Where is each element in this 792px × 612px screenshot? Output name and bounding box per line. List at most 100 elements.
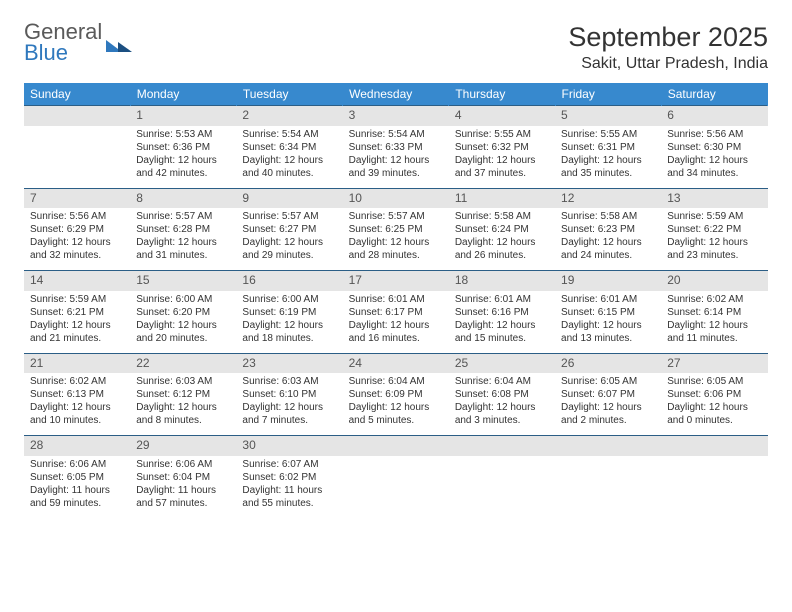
day-detail-cell: Sunrise: 5:58 AMSunset: 6:24 PMDaylight:… [449, 208, 555, 271]
day-number-cell: 4 [449, 106, 555, 126]
day-header: Thursday [449, 83, 555, 106]
day-number-cell: 28 [24, 436, 130, 456]
day-header: Friday [555, 83, 661, 106]
detail-row: Sunrise: 5:53 AMSunset: 6:36 PMDaylight:… [24, 126, 768, 189]
sunset-line: Sunset: 6:29 PM [30, 223, 124, 236]
sunrise-line: Sunrise: 5:58 AM [455, 210, 549, 223]
day-number-cell: 2 [236, 106, 342, 126]
sunrise-line: Sunrise: 5:57 AM [242, 210, 336, 223]
daylight-line: Daylight: 12 hours and 29 minutes. [242, 236, 336, 262]
daylight-line: Daylight: 12 hours and 23 minutes. [667, 236, 761, 262]
day-number-cell [449, 436, 555, 456]
daynum-row: 21222324252627 [24, 353, 768, 373]
day-detail-cell: Sunrise: 6:03 AMSunset: 6:10 PMDaylight:… [236, 373, 342, 436]
day-detail-cell: Sunrise: 5:58 AMSunset: 6:23 PMDaylight:… [555, 208, 661, 271]
day-detail-cell: Sunrise: 6:00 AMSunset: 6:19 PMDaylight:… [236, 291, 342, 354]
sunrise-line: Sunrise: 5:56 AM [30, 210, 124, 223]
daylight-line: Daylight: 11 hours and 57 minutes. [136, 484, 230, 510]
day-detail-cell: Sunrise: 6:03 AMSunset: 6:12 PMDaylight:… [130, 373, 236, 436]
sunrise-line: Sunrise: 6:05 AM [561, 375, 655, 388]
daylight-line: Daylight: 12 hours and 37 minutes. [455, 154, 549, 180]
daylight-line: Daylight: 12 hours and 13 minutes. [561, 319, 655, 345]
day-header: Tuesday [236, 83, 342, 106]
sunrise-line: Sunrise: 5:57 AM [136, 210, 230, 223]
daynum-row: 14151617181920 [24, 271, 768, 291]
day-detail-cell: Sunrise: 5:59 AMSunset: 6:21 PMDaylight:… [24, 291, 130, 354]
daylight-line: Daylight: 12 hours and 10 minutes. [30, 401, 124, 427]
daylight-line: Daylight: 12 hours and 11 minutes. [667, 319, 761, 345]
sunset-line: Sunset: 6:02 PM [242, 471, 336, 484]
daylight-line: Daylight: 12 hours and 20 minutes. [136, 319, 230, 345]
day-number-cell: 24 [343, 353, 449, 373]
header: General Blue September 2025 Sakit, Uttar… [24, 22, 768, 73]
daylight-line: Daylight: 12 hours and 35 minutes. [561, 154, 655, 180]
brand-triangle-icon [106, 34, 132, 52]
sunset-line: Sunset: 6:04 PM [136, 471, 230, 484]
day-number-cell: 25 [449, 353, 555, 373]
day-header: Sunday [24, 83, 130, 106]
sunset-line: Sunset: 6:34 PM [242, 141, 336, 154]
daynum-row: 282930 [24, 436, 768, 456]
sunrise-line: Sunrise: 5:53 AM [136, 128, 230, 141]
sunrise-line: Sunrise: 6:04 AM [349, 375, 443, 388]
day-detail-cell: Sunrise: 6:01 AMSunset: 6:15 PMDaylight:… [555, 291, 661, 354]
sunset-line: Sunset: 6:15 PM [561, 306, 655, 319]
brand-bottom: Blue [24, 43, 102, 64]
location: Sakit, Uttar Pradesh, India [568, 55, 768, 73]
sunset-line: Sunset: 6:36 PM [136, 141, 230, 154]
detail-row: Sunrise: 6:02 AMSunset: 6:13 PMDaylight:… [24, 373, 768, 436]
daynum-row: 78910111213 [24, 188, 768, 208]
day-detail-cell: Sunrise: 5:57 AMSunset: 6:25 PMDaylight:… [343, 208, 449, 271]
detail-row: Sunrise: 5:56 AMSunset: 6:29 PM Daylight:… [24, 208, 768, 271]
sunrise-line: Sunrise: 6:02 AM [667, 293, 761, 306]
day-number-cell: 17 [343, 271, 449, 291]
sunset-line: Sunset: 6:14 PM [667, 306, 761, 319]
daylight-line: Daylight: 12 hours and 31 minutes. [136, 236, 230, 262]
sunrise-line: Sunrise: 6:06 AM [136, 458, 230, 471]
day-number-cell: 18 [449, 271, 555, 291]
day-detail-cell: Sunrise: 6:00 AMSunset: 6:20 PMDaylight:… [130, 291, 236, 354]
sunset-line: Sunset: 6:28 PM [136, 223, 230, 236]
sunset-line: Sunset: 6:06 PM [667, 388, 761, 401]
day-number-cell: 13 [661, 188, 767, 208]
sunset-line: Sunset: 6:08 PM [455, 388, 549, 401]
daylight-line: Daylight: 12 hours and 18 minutes. [242, 319, 336, 345]
day-number-cell: 30 [236, 436, 342, 456]
daylight-line: Daylight: 11 hours and 59 minutes. [30, 484, 124, 510]
sunset-line: Sunset: 6:33 PM [349, 141, 443, 154]
daynum-row: 123456 [24, 106, 768, 126]
day-detail-cell: Sunrise: 5:56 AMSunset: 6:29 PMDaylight:… [24, 208, 130, 271]
detail-row: Sunrise: 6:06 AMSunset: 6:05 PMDaylight:… [24, 456, 768, 518]
daylight-line: Daylight: 12 hours and 34 minutes. [667, 154, 761, 180]
daylight-line: Daylight: 12 hours and 39 minutes. [349, 154, 443, 180]
sunset-line: Sunset: 6:17 PM [349, 306, 443, 319]
day-number-cell [555, 436, 661, 456]
day-number-cell: 19 [555, 271, 661, 291]
daylight-line: Daylight: 12 hours and 24 minutes. [561, 236, 655, 262]
title-block: September 2025 Sakit, Uttar Pradesh, Ind… [568, 22, 768, 73]
sunrise-line: Sunrise: 5:55 AM [561, 128, 655, 141]
day-detail-cell: Sunrise: 6:07 AMSunset: 6:02 PMDaylight:… [236, 456, 342, 518]
daylight-line: Daylight: 12 hours and 5 minutes. [349, 401, 443, 427]
day-header: Wednesday [343, 83, 449, 106]
sunset-line: Sunset: 6:05 PM [30, 471, 124, 484]
day-number-cell: 5 [555, 106, 661, 126]
brand-logo: General Blue [24, 22, 132, 64]
day-number-cell: 6 [661, 106, 767, 126]
sunset-line: Sunset: 6:25 PM [349, 223, 443, 236]
daylight-line: Daylight: 12 hours and 42 minutes. [136, 154, 230, 180]
daylight-line: Daylight: 12 hours and 26 minutes. [455, 236, 549, 262]
sunset-line: Sunset: 6:30 PM [667, 141, 761, 154]
day-detail-cell: Sunrise: 6:04 AMSunset: 6:09 PMDaylight:… [343, 373, 449, 436]
day-number-cell: 20 [661, 271, 767, 291]
sunset-line: Sunset: 6:24 PM [455, 223, 549, 236]
sunrise-line: Sunrise: 5:55 AM [455, 128, 549, 141]
sunrise-line: Sunrise: 6:01 AM [561, 293, 655, 306]
sunrise-line: Sunrise: 6:01 AM [455, 293, 549, 306]
day-number-cell [661, 436, 767, 456]
day-number-cell [343, 436, 449, 456]
day-number-cell: 15 [130, 271, 236, 291]
sunrise-line: Sunrise: 6:03 AM [136, 375, 230, 388]
day-detail-cell: Sunrise: 6:02 AMSunset: 6:13 PMDaylight:… [24, 373, 130, 436]
sunset-line: Sunset: 6:10 PM [242, 388, 336, 401]
